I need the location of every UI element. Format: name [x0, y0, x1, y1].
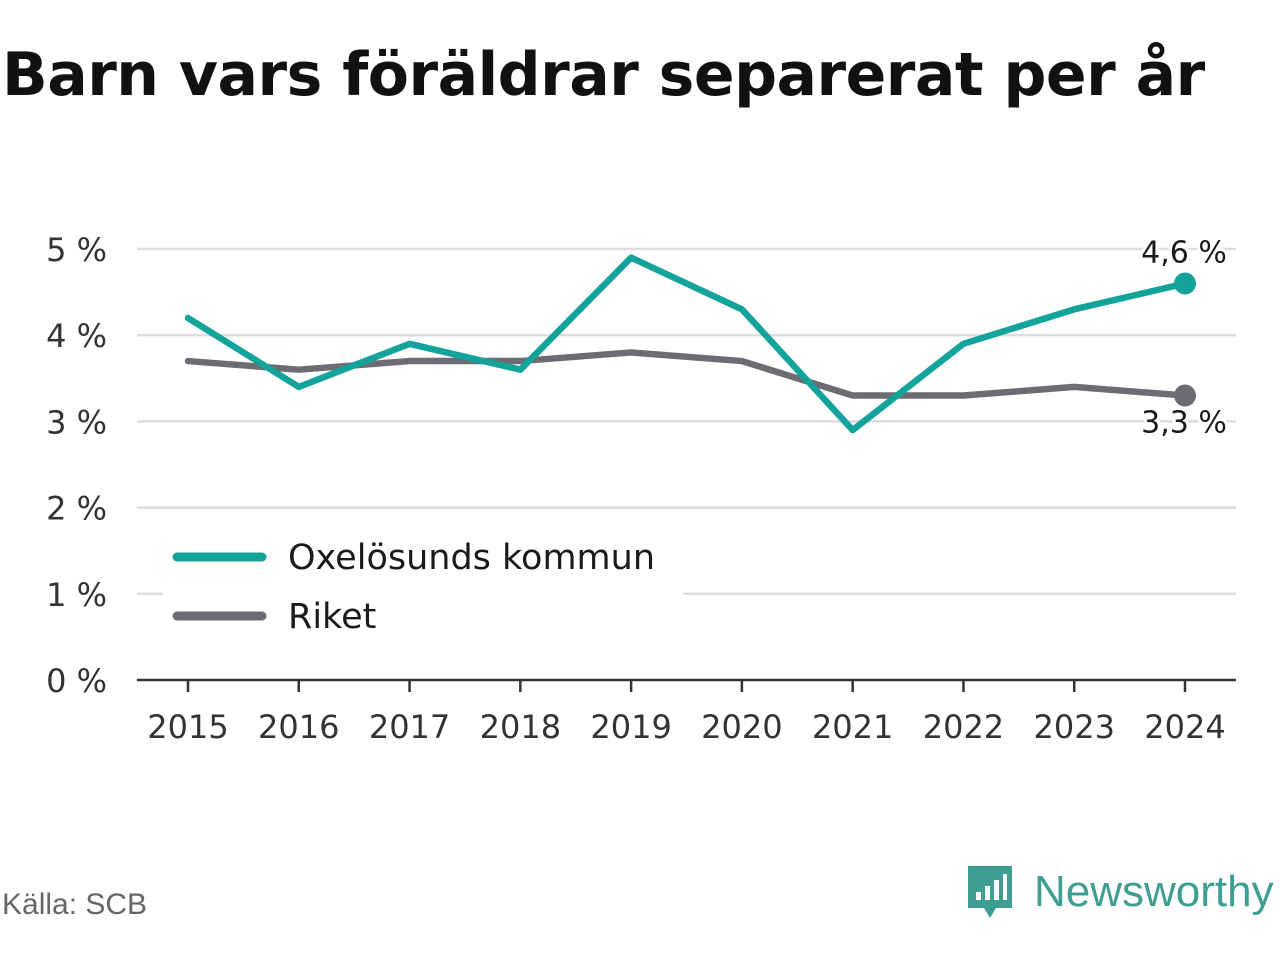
- legend: Oxelösunds kommun Riket: [163, 532, 683, 650]
- brand-name: Newsworthy: [1034, 867, 1274, 916]
- legend-background: [163, 532, 683, 650]
- y-tick-label: 5 %: [46, 231, 107, 269]
- series-line: [184, 254, 1189, 434]
- x-tick-label: 2023: [1034, 708, 1115, 746]
- x-tick-label: 2015: [147, 708, 228, 746]
- brand-logo: Newsworthy: [964, 862, 1274, 922]
- end-value-label: 4,6 %: [1141, 235, 1227, 270]
- x-tick-label: 2019: [590, 708, 671, 746]
- y-tick-label: 1 %: [46, 576, 107, 614]
- x-tick-labels: 2015 2016 2017 2018 2019 2020 2021 2022 2023 2024: [147, 708, 1225, 746]
- x-tick-label: 2024: [1144, 708, 1225, 746]
- y-tick-labels: 0 % 1 % 2 % 3 % 4 % 5 %: [46, 231, 107, 700]
- end-value-label: 3,3 %: [1141, 406, 1227, 441]
- x-tick-label: 2020: [701, 708, 782, 746]
- x-tick-label: 2021: [812, 708, 893, 746]
- newsworthy-logo-icon: [968, 866, 1012, 918]
- source-note: Källa: SCB: [2, 888, 148, 921]
- chart-title: Barn vars föräldrar separerat per år: [2, 40, 1205, 110]
- legend-label: Riket: [288, 597, 376, 637]
- y-tick-label: 2 %: [46, 490, 107, 528]
- x-tick-label: 2018: [480, 708, 561, 746]
- series-lines: 4,6 % 3,3 %: [184, 232, 1230, 444]
- series-end-point: [1174, 272, 1196, 295]
- x-tick-label: 2022: [923, 708, 1004, 746]
- y-tick-label: 4 %: [46, 317, 107, 355]
- x-tick-label: 2017: [369, 708, 450, 746]
- y-tick-label: 0 %: [46, 662, 107, 700]
- x-axis: [137, 678, 1236, 692]
- legend-label: Oxelösunds kommun: [288, 538, 655, 578]
- x-tick-label: 2016: [258, 708, 339, 746]
- series-end-point: [1174, 384, 1196, 407]
- y-tick-label: 3 %: [46, 403, 107, 441]
